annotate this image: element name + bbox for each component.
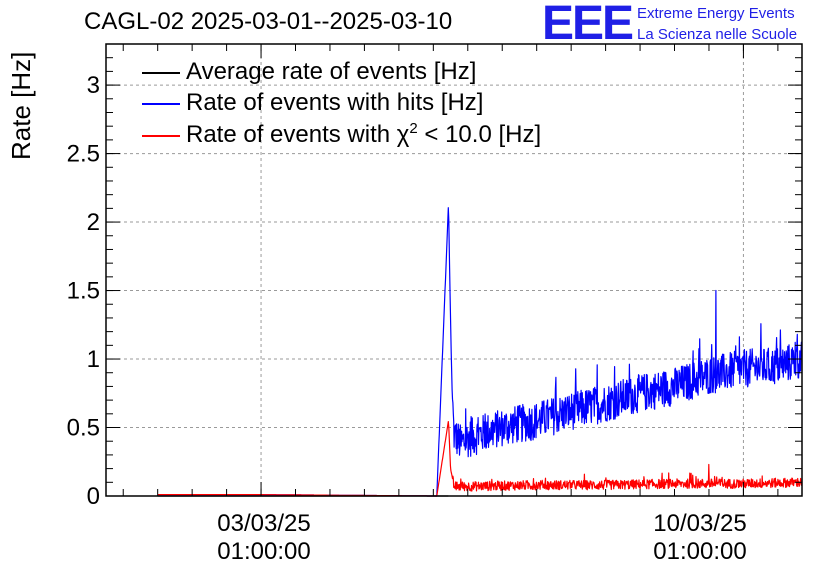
- eee-logo: EEE: [542, 0, 634, 50]
- legend-item-chi2: Rate of events with χ2 < 10.0 [Hz]: [142, 120, 541, 149]
- x-tick-time-1: 01:00:00: [217, 538, 311, 565]
- x-tick-label-2: 10/03/25 01:00:00: [620, 510, 780, 566]
- y-axis-label: Rate [Hz]: [6, 51, 36, 160]
- legend-label-chi2: Rate of events with χ2 < 10.0 [Hz]: [186, 120, 542, 148]
- legend-item-hits: Rate of events with hits [Hz]: [142, 89, 483, 117]
- y-tick-label: 1.5: [67, 278, 100, 305]
- series-line-2: [157, 421, 803, 497]
- x-tick-date-2: 10/03/25: [653, 510, 747, 537]
- legend-swatch-hits: [142, 102, 180, 105]
- series-lines: [157, 207, 803, 497]
- chart-title: CAGL-02 2025-03-01--2025-03-10: [84, 8, 453, 35]
- legend-label-average: Average rate of events [Hz]: [186, 58, 477, 85]
- series-line-1: [157, 207, 803, 497]
- y-tick-label: 1: [87, 346, 100, 373]
- y-tick-label: 3: [87, 72, 100, 99]
- y-tick-label: 2.5: [67, 141, 100, 168]
- legend-label-hits: Rate of events with hits [Hz]: [186, 89, 484, 116]
- logo-line-2: La Scienza nelle Scuole: [637, 26, 798, 43]
- axes: [105, 43, 803, 497]
- y-tick-labels: 0 0.5 1 1.5 2 2.5 3: [67, 72, 100, 510]
- y-tick-label: 2: [87, 209, 100, 236]
- legend-swatch-average: [142, 71, 180, 74]
- x-tick-date-1: 03/03/25: [217, 510, 311, 537]
- legend-item-average: Average rate of events [Hz]: [142, 58, 476, 86]
- x-tick-time-2: 01:00:00: [653, 538, 747, 565]
- plot-frame: [105, 43, 803, 497]
- legend-swatch-chi2: [142, 134, 180, 137]
- x-tick-label-1: 03/03/25 01:00:00: [184, 510, 344, 566]
- logo-line-1: Extreme Energy Events: [637, 5, 795, 22]
- y-tick-label: 0: [87, 483, 100, 510]
- logo-caption: Extreme Energy Events La Scienza nelle S…: [637, 3, 797, 45]
- y-tick-label: 0.5: [67, 415, 100, 442]
